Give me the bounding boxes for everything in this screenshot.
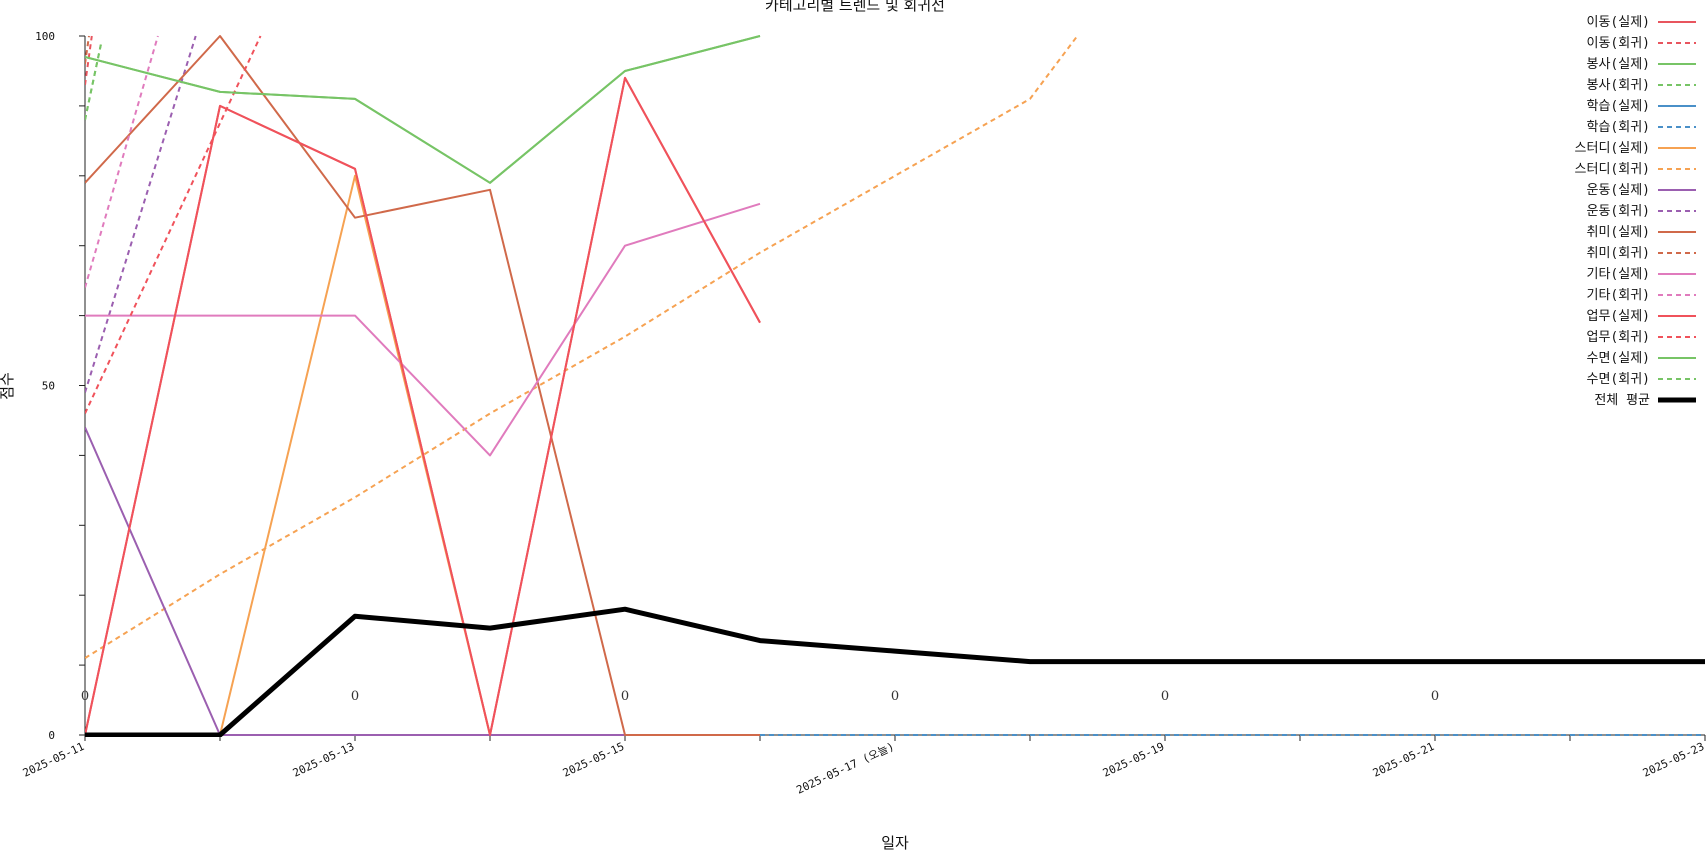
legend: 이동(실제) 이동(회귀) 봉사(실제) 봉사(회귀) 학습(실제) 학습(회귀) 스터디(… xyxy=(1575,15,1696,408)
annotation-label: 0 xyxy=(891,689,899,704)
legend-label: 스터디(회귀) xyxy=(1575,162,1650,177)
series-line-17 xyxy=(85,35,761,184)
legend-label: 이동(실제) xyxy=(1587,15,1651,30)
axes xyxy=(84,36,1705,736)
x-axis-label: 일자 xyxy=(881,834,909,852)
series-line-9 xyxy=(85,426,760,736)
x-tick-label: 2025-05-21 xyxy=(1371,740,1437,780)
legend-label: 봉사(회귀) xyxy=(1587,78,1651,93)
legend-label: 학습(실제) xyxy=(1587,99,1651,114)
series-line-14 xyxy=(85,35,159,288)
x-tick-label: 2025-05-19 xyxy=(1101,740,1167,780)
legend-label: 기타(실제) xyxy=(1587,267,1651,282)
series-line-3 xyxy=(85,35,761,184)
annotations: 0 0 0 0 0 0 xyxy=(81,689,1439,704)
y-tick-label: 100 xyxy=(35,30,55,43)
series-line-12 xyxy=(85,35,90,65)
annotation-label: 0 xyxy=(351,689,359,704)
chart-title: 카테고리별 트렌드 및 회귀선 xyxy=(765,0,945,14)
annotation-label: 0 xyxy=(81,689,89,704)
series-line-1 xyxy=(85,76,761,736)
legend-label: 학습(회귀) xyxy=(1587,120,1651,135)
x-tick-label: 2025-05-17 (오늘) xyxy=(794,740,896,797)
legend-label: 취미(실제) xyxy=(1587,225,1651,240)
x-tick-label: 2025-05-15 xyxy=(561,740,627,780)
legend-label: 전체 평균 xyxy=(1594,393,1650,408)
annotation-label: 0 xyxy=(1431,689,1439,704)
annotation-label: 0 xyxy=(1161,689,1169,704)
x-tick-label: 2025-05-11 xyxy=(21,740,87,780)
y-tick-label: 50 xyxy=(42,380,55,393)
legend-label: 수면(회귀) xyxy=(1587,372,1651,387)
x-tick-label: 2025-05-23 xyxy=(1641,740,1707,780)
series-line-13 xyxy=(85,202,761,457)
y-ticks: 0 50 100 xyxy=(35,30,85,742)
series-line-19 xyxy=(85,606,1705,737)
series-line-16 xyxy=(85,35,262,414)
legend-label: 수면(실제) xyxy=(1587,351,1651,366)
legend-label: 운동(회귀) xyxy=(1587,204,1651,219)
annotation-label: 0 xyxy=(621,689,629,704)
legend-label: 봉사(실제) xyxy=(1587,57,1651,72)
legend-label: 취미(회귀) xyxy=(1587,246,1651,261)
series-line-11 xyxy=(85,35,760,736)
legend-label: 기타(회귀) xyxy=(1587,288,1651,303)
y-tick-label: 0 xyxy=(48,729,55,742)
series-line-10 xyxy=(85,35,197,393)
legend-label: 운동(실제) xyxy=(1587,183,1651,198)
legend-label: 업무(회귀) xyxy=(1587,330,1651,345)
legend-label: 스터디(실제) xyxy=(1575,141,1650,156)
series-line-15 xyxy=(85,76,761,736)
legend-label: 이동(회귀) xyxy=(1587,36,1651,51)
y-axis-label: 점수 xyxy=(0,372,16,400)
x-ticks: 2025-05-11 2025-05-13 2025-05-15 2025-05-17… xyxy=(21,735,1707,797)
series-layer xyxy=(85,35,1705,737)
x-tick-label: 2025-05-13 xyxy=(291,740,357,780)
series-line-8 xyxy=(85,35,1079,659)
series-line-18 xyxy=(85,42,103,121)
legend-label: 업무(실제) xyxy=(1587,309,1651,324)
